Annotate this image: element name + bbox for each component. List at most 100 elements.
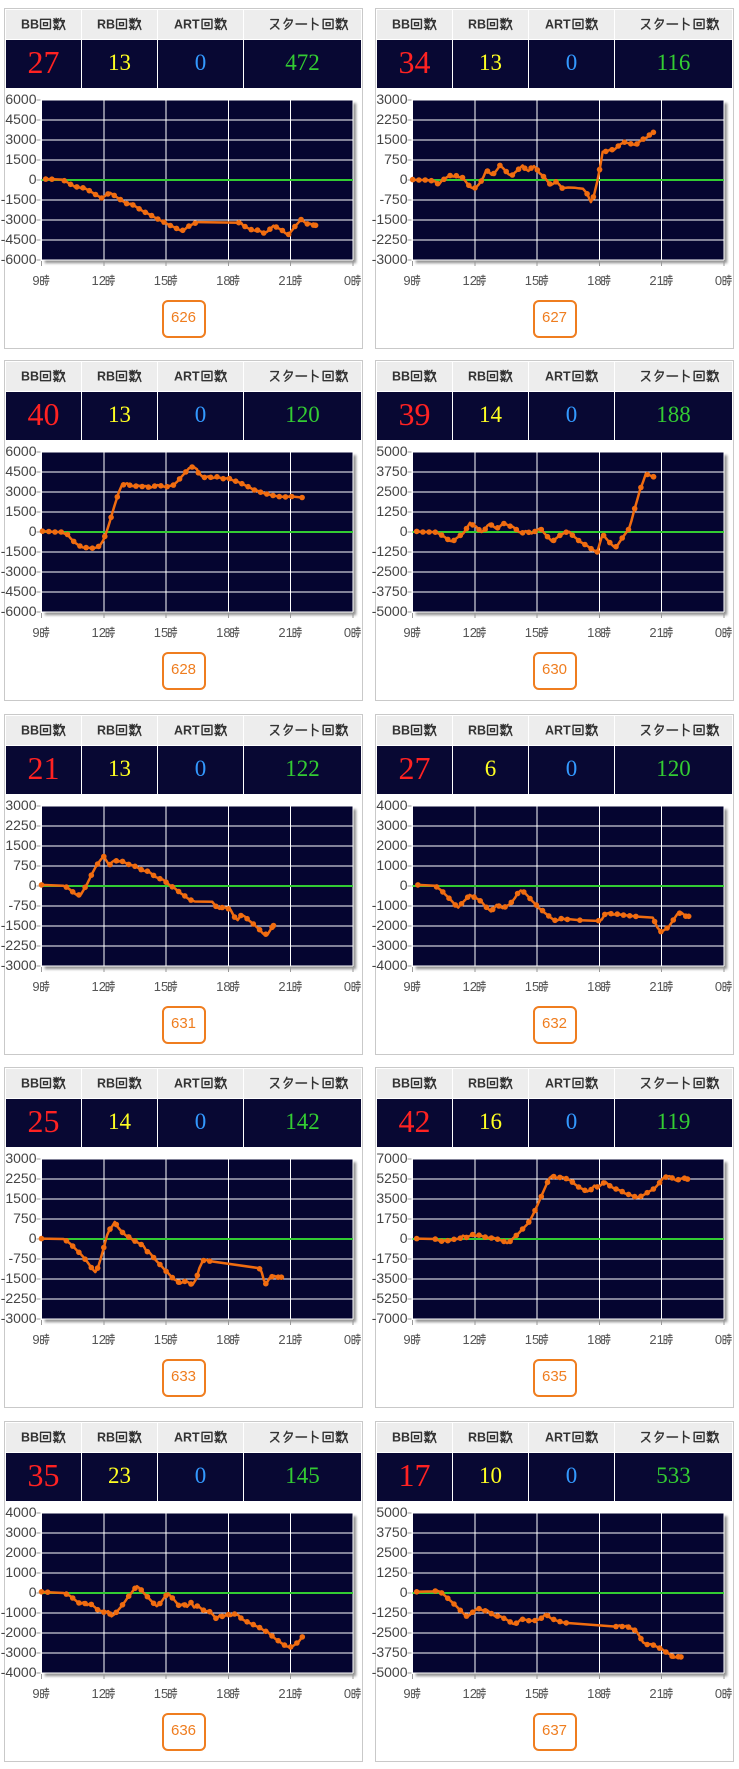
svg-text:0: 0 <box>400 1230 408 1246</box>
svg-text:-2000: -2000 <box>1 1624 37 1640</box>
svg-text:15: 15 <box>525 1332 539 1347</box>
svg-text:RB: RB <box>97 18 115 32</box>
svg-text:0: 0 <box>344 1332 351 1347</box>
svg-text:21: 21 <box>278 1686 292 1701</box>
svg-text:-3000: -3000 <box>1 211 37 227</box>
svg-text:12: 12 <box>463 273 477 288</box>
svg-text:0: 0 <box>715 625 722 640</box>
svg-text:-3000: -3000 <box>1 563 37 579</box>
svg-text:21: 21 <box>649 625 663 640</box>
svg-text:9: 9 <box>403 273 410 288</box>
svg-text:3500: 3500 <box>376 1190 407 1206</box>
svg-text:0: 0 <box>29 877 37 893</box>
svg-text:5000: 5000 <box>376 1504 407 1520</box>
svg-text:18: 18 <box>587 1686 601 1701</box>
svg-text:18: 18 <box>216 273 230 288</box>
svg-text:21: 21 <box>649 273 663 288</box>
svg-text:1000: 1000 <box>5 1564 36 1580</box>
svg-text:21: 21 <box>278 273 292 288</box>
svg-text:18: 18 <box>587 1332 601 1347</box>
svg-text:1500: 1500 <box>5 503 36 519</box>
svg-text:18: 18 <box>216 1686 230 1701</box>
svg-text:-4500: -4500 <box>1 231 37 247</box>
svg-text:1250: 1250 <box>376 503 407 519</box>
svg-text:18: 18 <box>587 625 601 640</box>
svg-text:15: 15 <box>525 1686 539 1701</box>
svg-text:0: 0 <box>29 1230 37 1246</box>
svg-text:RB: RB <box>97 1431 115 1445</box>
svg-text:5250: 5250 <box>376 1170 407 1186</box>
svg-text:15: 15 <box>154 979 168 994</box>
svg-text:-3000: -3000 <box>1 1310 37 1326</box>
svg-text:750: 750 <box>13 857 37 873</box>
svg-text:12: 12 <box>92 625 106 640</box>
svg-text:RB: RB <box>97 724 115 738</box>
svg-text:1000: 1000 <box>376 857 407 873</box>
svg-text:18: 18 <box>216 625 230 640</box>
svg-text:-5000: -5000 <box>372 1664 408 1680</box>
svg-text:0: 0 <box>344 1686 351 1701</box>
svg-text:-5000: -5000 <box>372 603 408 619</box>
svg-text:12: 12 <box>463 1332 477 1347</box>
svg-text:12: 12 <box>463 1686 477 1701</box>
svg-text:BB: BB <box>21 1431 39 1445</box>
svg-text:15: 15 <box>525 979 539 994</box>
svg-text:RB: RB <box>97 1077 115 1091</box>
svg-text:15: 15 <box>154 1686 168 1701</box>
svg-text:3000: 3000 <box>5 483 36 499</box>
svg-text:0: 0 <box>715 979 722 994</box>
svg-text:12: 12 <box>92 1332 106 1347</box>
svg-text:0: 0 <box>400 877 408 893</box>
svg-text:-3500: -3500 <box>372 1270 408 1286</box>
svg-text:3000: 3000 <box>5 1524 36 1540</box>
svg-text:RB: RB <box>468 1077 486 1091</box>
svg-text:18: 18 <box>216 979 230 994</box>
svg-text:21: 21 <box>278 625 292 640</box>
svg-text:0: 0 <box>29 171 37 187</box>
svg-text:18: 18 <box>587 273 601 288</box>
svg-text:0: 0 <box>344 625 351 640</box>
svg-text:1500: 1500 <box>5 1190 36 1206</box>
svg-text:9: 9 <box>403 1332 410 1347</box>
svg-text:4500: 4500 <box>5 111 36 127</box>
svg-text:15: 15 <box>525 625 539 640</box>
svg-text:-7000: -7000 <box>372 1310 408 1326</box>
svg-text:1250: 1250 <box>376 1564 407 1580</box>
svg-text:-1000: -1000 <box>1 1604 37 1620</box>
svg-text:ART: ART <box>545 370 571 384</box>
svg-text:750: 750 <box>13 1210 37 1226</box>
svg-text:-1500: -1500 <box>372 211 408 227</box>
svg-text:ART: ART <box>174 724 200 738</box>
svg-text:2000: 2000 <box>376 837 407 853</box>
svg-text:1500: 1500 <box>5 837 36 853</box>
svg-text:12: 12 <box>463 625 477 640</box>
svg-text:BB: BB <box>21 1077 39 1091</box>
svg-text:0: 0 <box>29 523 37 539</box>
svg-text:15: 15 <box>525 273 539 288</box>
svg-text:15: 15 <box>154 625 168 640</box>
svg-text:-5250: -5250 <box>372 1290 408 1306</box>
svg-text:-2250: -2250 <box>1 937 37 953</box>
svg-text:-1250: -1250 <box>372 1604 408 1620</box>
svg-text:3000: 3000 <box>376 91 407 107</box>
svg-text:BB: BB <box>392 1431 410 1445</box>
svg-text:3000: 3000 <box>5 131 36 147</box>
svg-text:9: 9 <box>32 625 39 640</box>
svg-text:ART: ART <box>545 18 571 32</box>
svg-text:21: 21 <box>649 1332 663 1347</box>
svg-text:ART: ART <box>545 1431 571 1445</box>
svg-text:-1500: -1500 <box>1 917 37 933</box>
svg-text:21: 21 <box>278 979 292 994</box>
svg-text:-2500: -2500 <box>372 1624 408 1640</box>
svg-text:RB: RB <box>468 370 486 384</box>
svg-text:0: 0 <box>715 273 722 288</box>
svg-text:9: 9 <box>403 979 410 994</box>
svg-text:2500: 2500 <box>376 1544 407 1560</box>
svg-text:9: 9 <box>32 979 39 994</box>
svg-text:4000: 4000 <box>5 1504 36 1520</box>
svg-text:3000: 3000 <box>5 1150 36 1166</box>
svg-text:-1500: -1500 <box>1 1270 37 1286</box>
svg-text:0: 0 <box>344 979 351 994</box>
svg-text:1500: 1500 <box>5 151 36 167</box>
svg-text:-1500: -1500 <box>1 191 37 207</box>
